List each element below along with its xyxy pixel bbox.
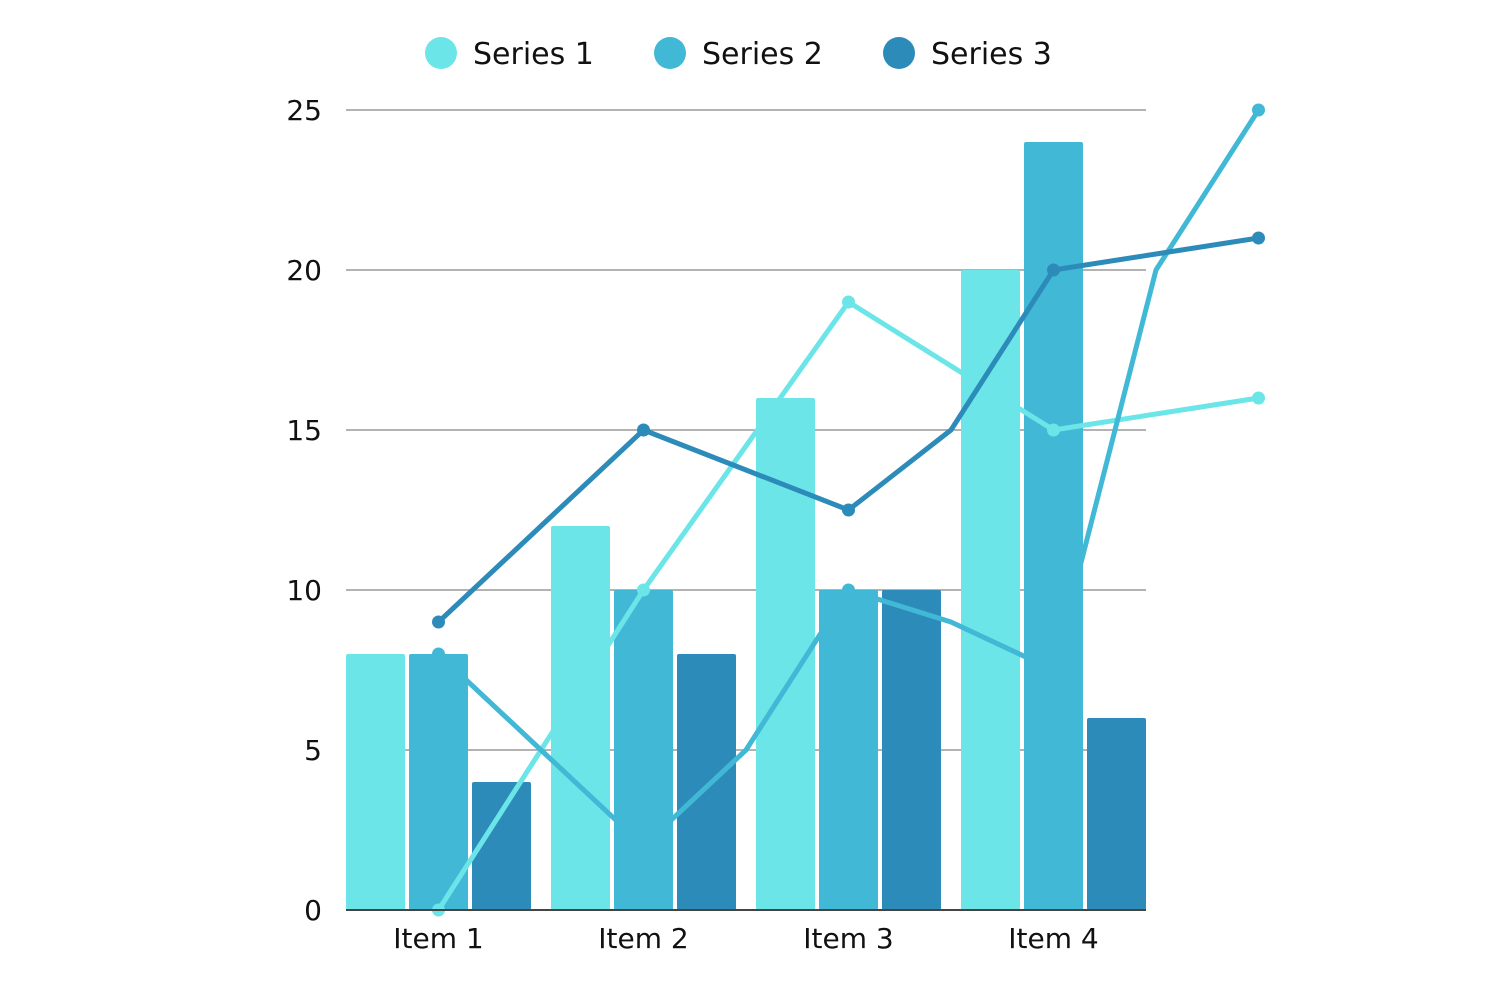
bar-series2-item3 [819,590,878,910]
bar-series3-item3 [882,590,941,910]
line-point-series3-0 [432,615,445,629]
legend-label-series3: Series 3 [931,37,1052,72]
line-point-series1-6 [1047,423,1060,437]
line-point-series3-4 [842,503,855,517]
line-point-series1-4 [842,295,855,309]
bar-series1-item2 [551,526,610,910]
y-tick-label-0: 0 [304,894,322,927]
bars [346,142,1146,910]
x-tick-label-2: Item 2 [598,922,688,955]
legend-marker-series2 [654,37,686,69]
line-point-series2-0 [432,647,445,661]
bar-series1-item4 [961,270,1020,910]
y-tick-label-10: 10 [286,574,322,607]
bar-series3-item2 [677,654,736,910]
bar-series2-item4 [1024,142,1083,910]
bar-series3-item4 [1087,718,1146,910]
line-point-series3-8 [1252,231,1265,245]
y-tick-label-5: 5 [304,734,322,767]
bar-series2-item1 [409,654,468,910]
x-tick-label-4: Item 4 [1008,922,1098,955]
legend: Series 1 Series 2 Series 3 [425,37,1052,72]
line-point-series2-2 [637,839,650,853]
bar-series1-item3 [756,398,815,910]
bar-series1-item1 [346,654,405,910]
y-tick-label-15: 15 [286,414,322,447]
bar-series3-item1 [472,782,531,910]
y-tick-label-20: 20 [286,254,322,287]
axes: 0 5 10 15 20 25 Item 1 Item 2 Item 3 Item 4 [286,94,1146,955]
x-tick-label-3: Item 3 [803,922,893,955]
line-point-series1-8 [1252,391,1265,405]
bar-series2-item2 [614,590,673,910]
x-tick-label-1: Item 1 [393,922,483,955]
line-point-series2-4 [842,583,855,597]
lines [432,103,1265,917]
line-point-series3-2 [637,423,650,437]
legend-label-series2: Series 2 [702,37,823,72]
legend-label-series1: Series 1 [473,37,594,72]
line-point-series2-8 [1252,103,1265,117]
line-point-series2-6 [1047,663,1060,677]
legend-marker-series1 [425,37,457,69]
line-point-series3-6 [1047,263,1060,277]
y-tick-label-25: 25 [286,94,322,127]
line-point-series1-2 [637,583,650,597]
legend-marker-series3 [883,37,915,69]
